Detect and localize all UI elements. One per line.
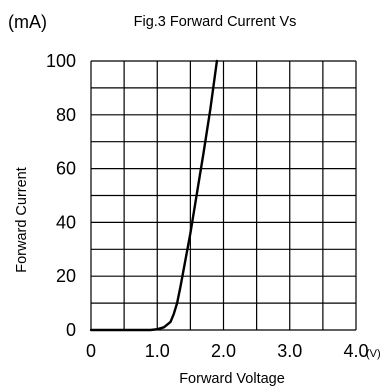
y-axis-label: Forward Current xyxy=(14,167,30,273)
y-tick-label: 0 xyxy=(66,320,76,340)
y-tick-label: 40 xyxy=(56,212,76,232)
series-line xyxy=(89,59,219,332)
chart-title: Fig.3 Forward Current Vs xyxy=(134,14,297,30)
y-tick-label: 80 xyxy=(56,105,76,125)
grid-lines xyxy=(90,60,357,331)
y-tick-labels: 0 20 40 60 80 100 xyxy=(46,51,76,340)
x-tick-label: 4.0 xyxy=(343,341,368,361)
y-tick-label: 20 xyxy=(56,266,76,286)
y-tick-label: 100 xyxy=(46,51,76,71)
series-lines xyxy=(89,59,219,332)
x-axis-label: Forward Voltage xyxy=(179,371,285,387)
x-unit-label: (V) xyxy=(366,348,381,360)
y-unit-label: (mA) xyxy=(8,12,47,32)
x-tick-label: 3.0 xyxy=(277,341,302,361)
x-tick-label: 2.0 xyxy=(211,341,236,361)
y-tick-label: 60 xyxy=(56,159,76,179)
x-tick-labels: 0 1.0 2.0 3.0 4.0 xyxy=(86,341,369,361)
x-tick-label: 0 xyxy=(86,341,96,361)
x-tick-label: 1.0 xyxy=(145,341,170,361)
